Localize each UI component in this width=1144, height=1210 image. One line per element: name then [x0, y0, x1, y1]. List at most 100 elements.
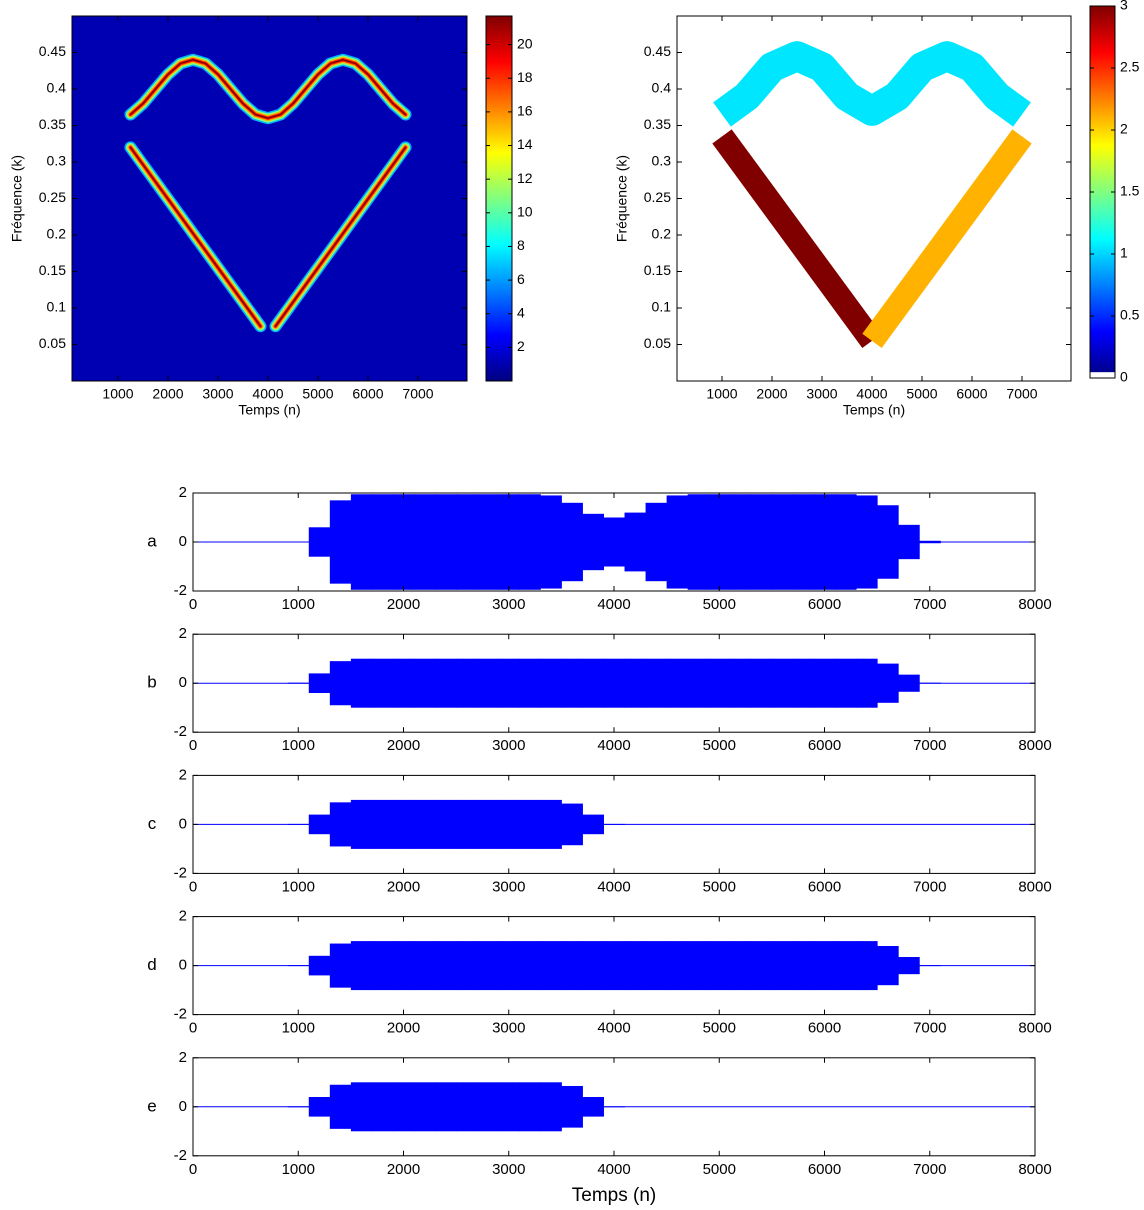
- envelope-bar: [561, 941, 583, 991]
- envelope-bar: [498, 494, 520, 590]
- plot-area: [193, 799, 1035, 849]
- x-tick-label: 3000: [492, 1020, 525, 1037]
- envelope-bar: [603, 1106, 626, 1108]
- x-tick-label: 7000: [913, 1020, 946, 1037]
- colorbar-tick-label: 2.5: [1120, 59, 1140, 75]
- envelope-bar: [435, 1082, 457, 1132]
- x-tick-label: 5000: [703, 878, 736, 895]
- y-tick-label: 0.25: [644, 189, 671, 205]
- colorbar-tick-label: 8: [517, 237, 525, 253]
- envelope-bar: [750, 658, 773, 708]
- envelope-bar: [435, 658, 457, 708]
- y-axis-label: c: [148, 814, 157, 833]
- envelope-bar: [287, 682, 310, 684]
- y-tick-label: -2: [174, 582, 187, 599]
- y-tick-label: 0.4: [47, 80, 67, 96]
- y-tick-label: 2: [179, 1049, 187, 1066]
- x-tick-label: 1000: [282, 596, 315, 613]
- x-tick-label: 1000: [282, 1020, 315, 1037]
- envelope-bar: [645, 502, 668, 582]
- colorbar-tick-label: 1: [1120, 245, 1128, 261]
- envelope-bar: [877, 505, 899, 579]
- envelope-bar: [435, 494, 457, 590]
- envelope-bar: [371, 1082, 394, 1132]
- x-tick-label: 7000: [913, 596, 946, 613]
- y-tick-label: 0.15: [644, 262, 671, 278]
- envelope-bar: [561, 502, 583, 582]
- x-axis-label: Temps (n): [238, 402, 300, 418]
- envelope-bar: [540, 1082, 562, 1132]
- envelope-bar: [329, 802, 352, 847]
- y-tick-label: 0.45: [39, 43, 66, 59]
- envelope-bar: [813, 494, 836, 590]
- plot-area: [72, 16, 467, 381]
- envelope-bar: [582, 658, 604, 708]
- envelope-bar: [498, 1082, 520, 1132]
- y-axis-label: e: [147, 1096, 156, 1115]
- envelope-bar: [645, 941, 668, 991]
- envelope-bar: [898, 957, 920, 975]
- y-tick-label: 0.15: [39, 262, 66, 278]
- envelope-bar: [456, 1082, 478, 1132]
- envelope-bar: [498, 941, 520, 991]
- envelope-bar: [771, 941, 794, 991]
- colorbar-tick-label: 4: [517, 304, 525, 320]
- envelope-bar: [435, 799, 457, 849]
- envelope-bar: [329, 943, 352, 988]
- envelope-bar: [519, 799, 541, 849]
- y-axis-label: a: [147, 531, 157, 550]
- x-tick-label: 1000: [282, 737, 315, 754]
- envelope-bar: [687, 494, 710, 590]
- envelope-bar: [371, 799, 394, 849]
- envelope-bar: [287, 823, 310, 825]
- x-tick-label: 2000: [387, 737, 420, 754]
- envelope-bar: [371, 494, 394, 590]
- envelope-bar: [456, 658, 478, 708]
- colorbar-tick-label: 2: [1120, 121, 1128, 137]
- x-tick-label: 7000: [913, 737, 946, 754]
- envelope-bar: [392, 494, 415, 590]
- x-tick-label: 8000: [1018, 596, 1051, 613]
- envelope-bar: [645, 658, 668, 708]
- envelope-bar: [582, 1097, 604, 1117]
- colorbar-tick-label: 0: [1120, 369, 1128, 385]
- envelope-bar: [666, 941, 689, 991]
- envelope-bar: [414, 941, 436, 991]
- colorbar-tick-label: 0.5: [1120, 307, 1140, 323]
- envelope-bar: [540, 658, 562, 708]
- y-tick-label: -2: [174, 864, 187, 881]
- x-tick-label: 5000: [703, 737, 736, 754]
- envelope-bar: [561, 803, 583, 846]
- envelope-bar: [519, 1082, 541, 1132]
- envelope-bar: [308, 673, 331, 693]
- x-tick-label: 2000: [387, 1020, 420, 1037]
- x-tick-label: 8000: [1018, 1161, 1051, 1178]
- colorbar: [486, 16, 512, 381]
- envelope-bar: [371, 941, 394, 991]
- envelope-bar: [392, 941, 415, 991]
- x-tick-label: 2000: [152, 386, 183, 402]
- x-tick-label: 8000: [1018, 737, 1051, 754]
- y-tick-label: 0: [179, 815, 187, 832]
- envelope-bar: [329, 661, 352, 706]
- envelope-bar: [919, 965, 941, 967]
- envelope-bar: [603, 823, 626, 825]
- x-tick-label: 3000: [492, 1161, 525, 1178]
- x-tick-label: 6000: [808, 1020, 841, 1037]
- x-tick-label: 4000: [597, 596, 630, 613]
- x-tick-label: 3000: [492, 737, 525, 754]
- envelope-bar: [603, 941, 626, 991]
- plot-area: [193, 941, 1035, 991]
- envelope-bar: [519, 658, 541, 708]
- x-tick-label: 8000: [1018, 1020, 1051, 1037]
- y-tick-label: 2: [179, 625, 187, 642]
- envelope-bar: [729, 494, 752, 590]
- envelope-bar: [456, 941, 478, 991]
- envelope-bar: [708, 658, 731, 708]
- x-tick-label: 3000: [492, 596, 525, 613]
- envelope-bar: [414, 494, 436, 590]
- envelope-bar: [561, 1085, 583, 1128]
- envelope-bar: [919, 682, 941, 684]
- envelope-bar: [856, 941, 878, 991]
